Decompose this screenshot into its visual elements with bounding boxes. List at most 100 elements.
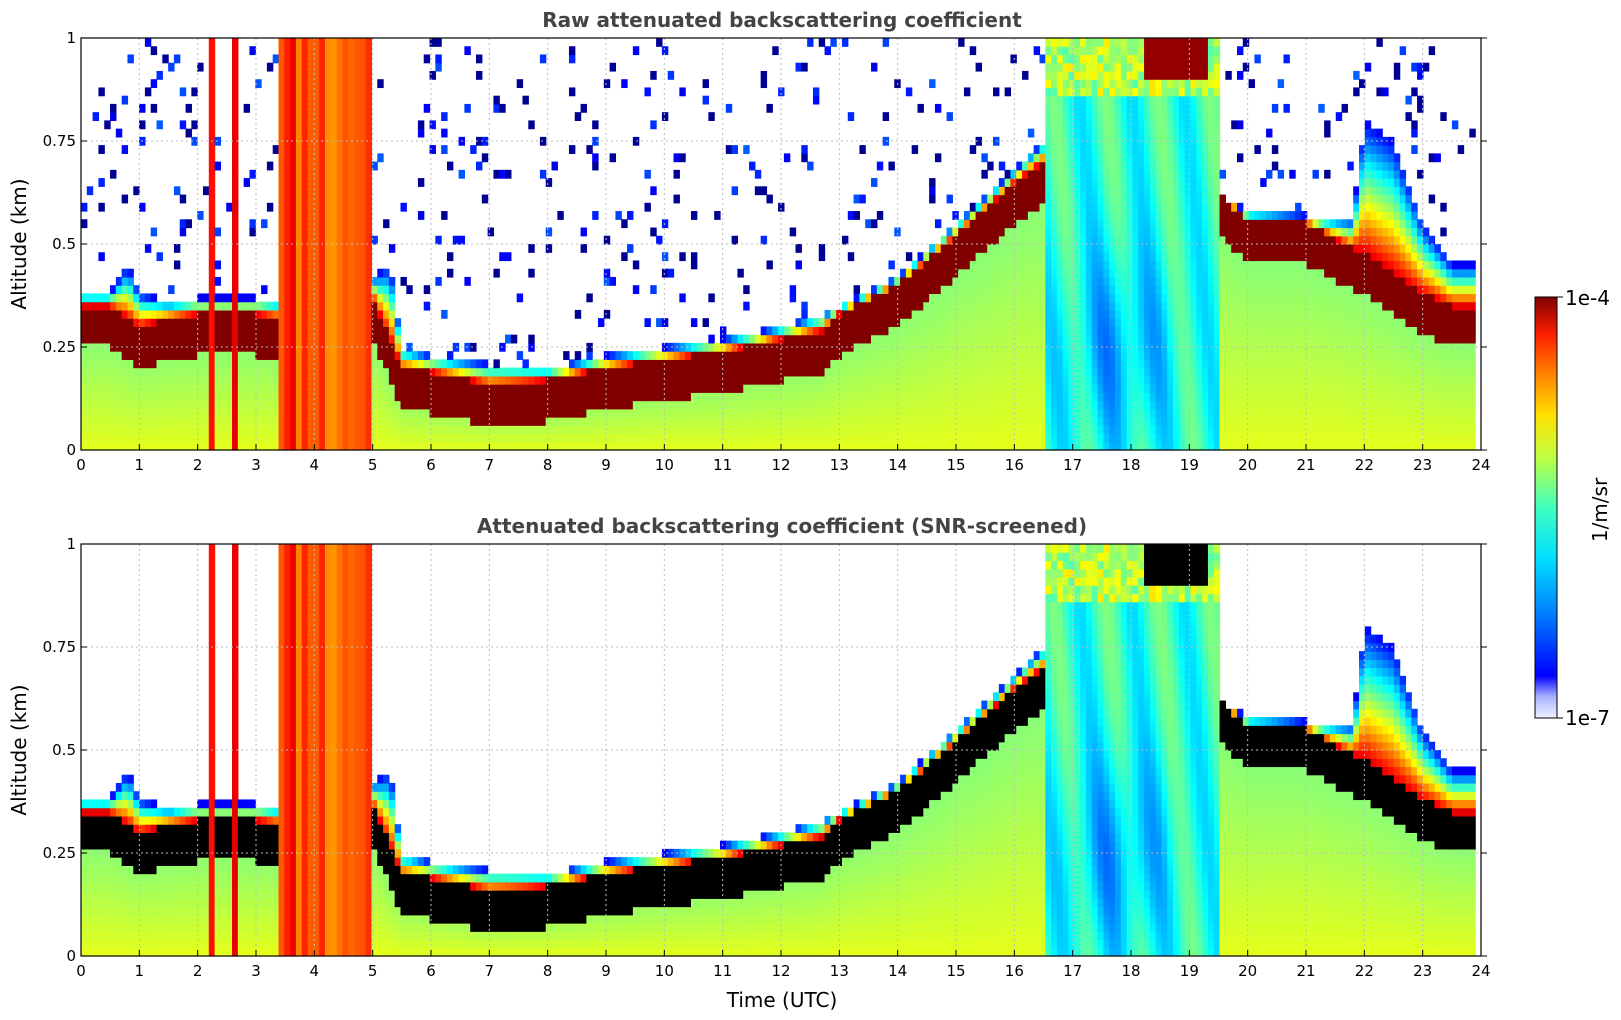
heatmap-cell	[1091, 433, 1099, 443]
heatmap-cell	[290, 260, 297, 270]
heatmap-cell	[894, 433, 901, 443]
heatmap-cell	[266, 425, 274, 435]
heatmap-cell	[342, 359, 349, 369]
heatmap-cell	[934, 293, 942, 303]
heatmap-cell	[731, 235, 739, 245]
heatmap-cell	[1062, 285, 1070, 295]
heatmap-cell	[1132, 301, 1139, 311]
heatmap-cell	[1167, 103, 1174, 113]
heatmap-cell	[830, 384, 837, 393]
heatmap-cell	[295, 285, 303, 295]
heatmap-cell	[528, 392, 535, 402]
heatmap-cell	[963, 276, 971, 286]
heatmap-cell	[1074, 62, 1081, 72]
heatmap-cell	[1085, 301, 1093, 311]
heatmap-cell	[104, 425, 111, 435]
heatmap-cell	[1173, 293, 1180, 303]
heatmap-cell	[313, 227, 320, 237]
heatmap-cell	[342, 153, 349, 163]
heatmap-cell	[708, 408, 715, 418]
heatmap-cell	[1120, 441, 1128, 451]
heatmap-cell	[963, 260, 971, 270]
heatmap-cell	[1085, 103, 1093, 113]
heatmap-cell	[243, 334, 251, 344]
heatmap-cell	[1085, 441, 1093, 451]
heatmap-cell	[690, 417, 698, 426]
heatmap-cell	[290, 392, 297, 402]
heatmap-cell	[423, 392, 431, 402]
heatmap-cell	[1161, 79, 1168, 89]
heatmap-cell	[934, 309, 942, 319]
heatmap-cell	[1155, 79, 1163, 89]
heatmap-cell	[168, 334, 175, 344]
heatmap-cell	[1115, 334, 1122, 344]
heatmap-cell	[592, 161, 599, 171]
heatmap-cell	[208, 384, 216, 393]
heatmap-cell	[621, 359, 628, 369]
heatmap-cell	[255, 301, 262, 311]
heatmap-cell	[388, 334, 396, 344]
heatmap-cell	[458, 384, 465, 393]
heatmap-cell	[795, 351, 802, 360]
heatmap-cell	[1126, 202, 1134, 212]
heatmap-cell	[598, 318, 605, 327]
heatmap-cell	[1062, 169, 1070, 179]
heatmap-cell	[1062, 276, 1070, 286]
heatmap-cell	[516, 351, 524, 360]
heatmap-cell	[261, 375, 268, 385]
heatmap-cell	[383, 309, 390, 319]
heatmap-cell	[191, 318, 198, 327]
heatmap-cell	[661, 46, 669, 56]
heatmap-cell	[342, 178, 349, 187]
heatmap-cell	[324, 136, 332, 146]
heatmap-cell	[1120, 153, 1128, 163]
heatmap-cell	[412, 408, 419, 418]
heatmap-cell	[330, 441, 338, 451]
heatmap-cell	[859, 392, 866, 402]
heatmap-cell	[423, 417, 431, 426]
heatmap-cell	[330, 153, 338, 163]
heatmap-cell	[464, 46, 471, 56]
heatmap-cell	[441, 211, 448, 220]
heatmap-cell	[110, 441, 117, 451]
heatmap-cell	[801, 309, 808, 319]
heatmap-cell	[168, 433, 175, 443]
heatmap-cell	[969, 211, 977, 220]
heatmap-cell	[307, 384, 314, 393]
heatmap-cell	[139, 309, 146, 319]
heatmap-cell	[1144, 334, 1151, 344]
heatmap-cell	[365, 103, 373, 113]
heatmap-cell	[1161, 62, 1168, 72]
heatmap-cell	[208, 425, 216, 435]
heatmap-cell	[1155, 400, 1163, 410]
heatmap-cell	[290, 441, 297, 451]
heatmap-cell	[359, 441, 367, 451]
heatmap-cell	[313, 276, 320, 286]
heatmap-cell	[905, 351, 913, 360]
heatmap-cell	[981, 268, 988, 278]
heatmap-cell	[295, 128, 303, 138]
heatmap-cell	[1051, 441, 1058, 451]
heatmap-cell	[1097, 252, 1104, 262]
heatmap-cell	[917, 441, 924, 451]
heatmap-cell	[319, 54, 326, 64]
heatmap-cell	[975, 433, 982, 443]
heatmap-cell	[377, 375, 384, 385]
heatmap-cell	[295, 400, 303, 410]
heatmap-cell	[139, 400, 146, 410]
heatmap-cell	[1056, 211, 1064, 220]
heatmap-cell	[603, 309, 611, 319]
heatmap-cell	[557, 441, 564, 451]
heatmap-cell	[313, 268, 320, 278]
heatmap-cell	[1045, 112, 1052, 121]
heatmap-cell	[876, 318, 884, 327]
heatmap-cell	[1033, 235, 1041, 245]
heatmap-cell	[934, 417, 942, 426]
heatmap-cell	[377, 400, 384, 410]
heatmap-cell	[952, 417, 959, 426]
heatmap-cell	[470, 375, 477, 385]
heatmap-cell	[929, 194, 936, 204]
heatmap-cell	[1109, 87, 1116, 97]
heatmap-cell	[162, 309, 169, 319]
heatmap-cell	[342, 326, 349, 336]
